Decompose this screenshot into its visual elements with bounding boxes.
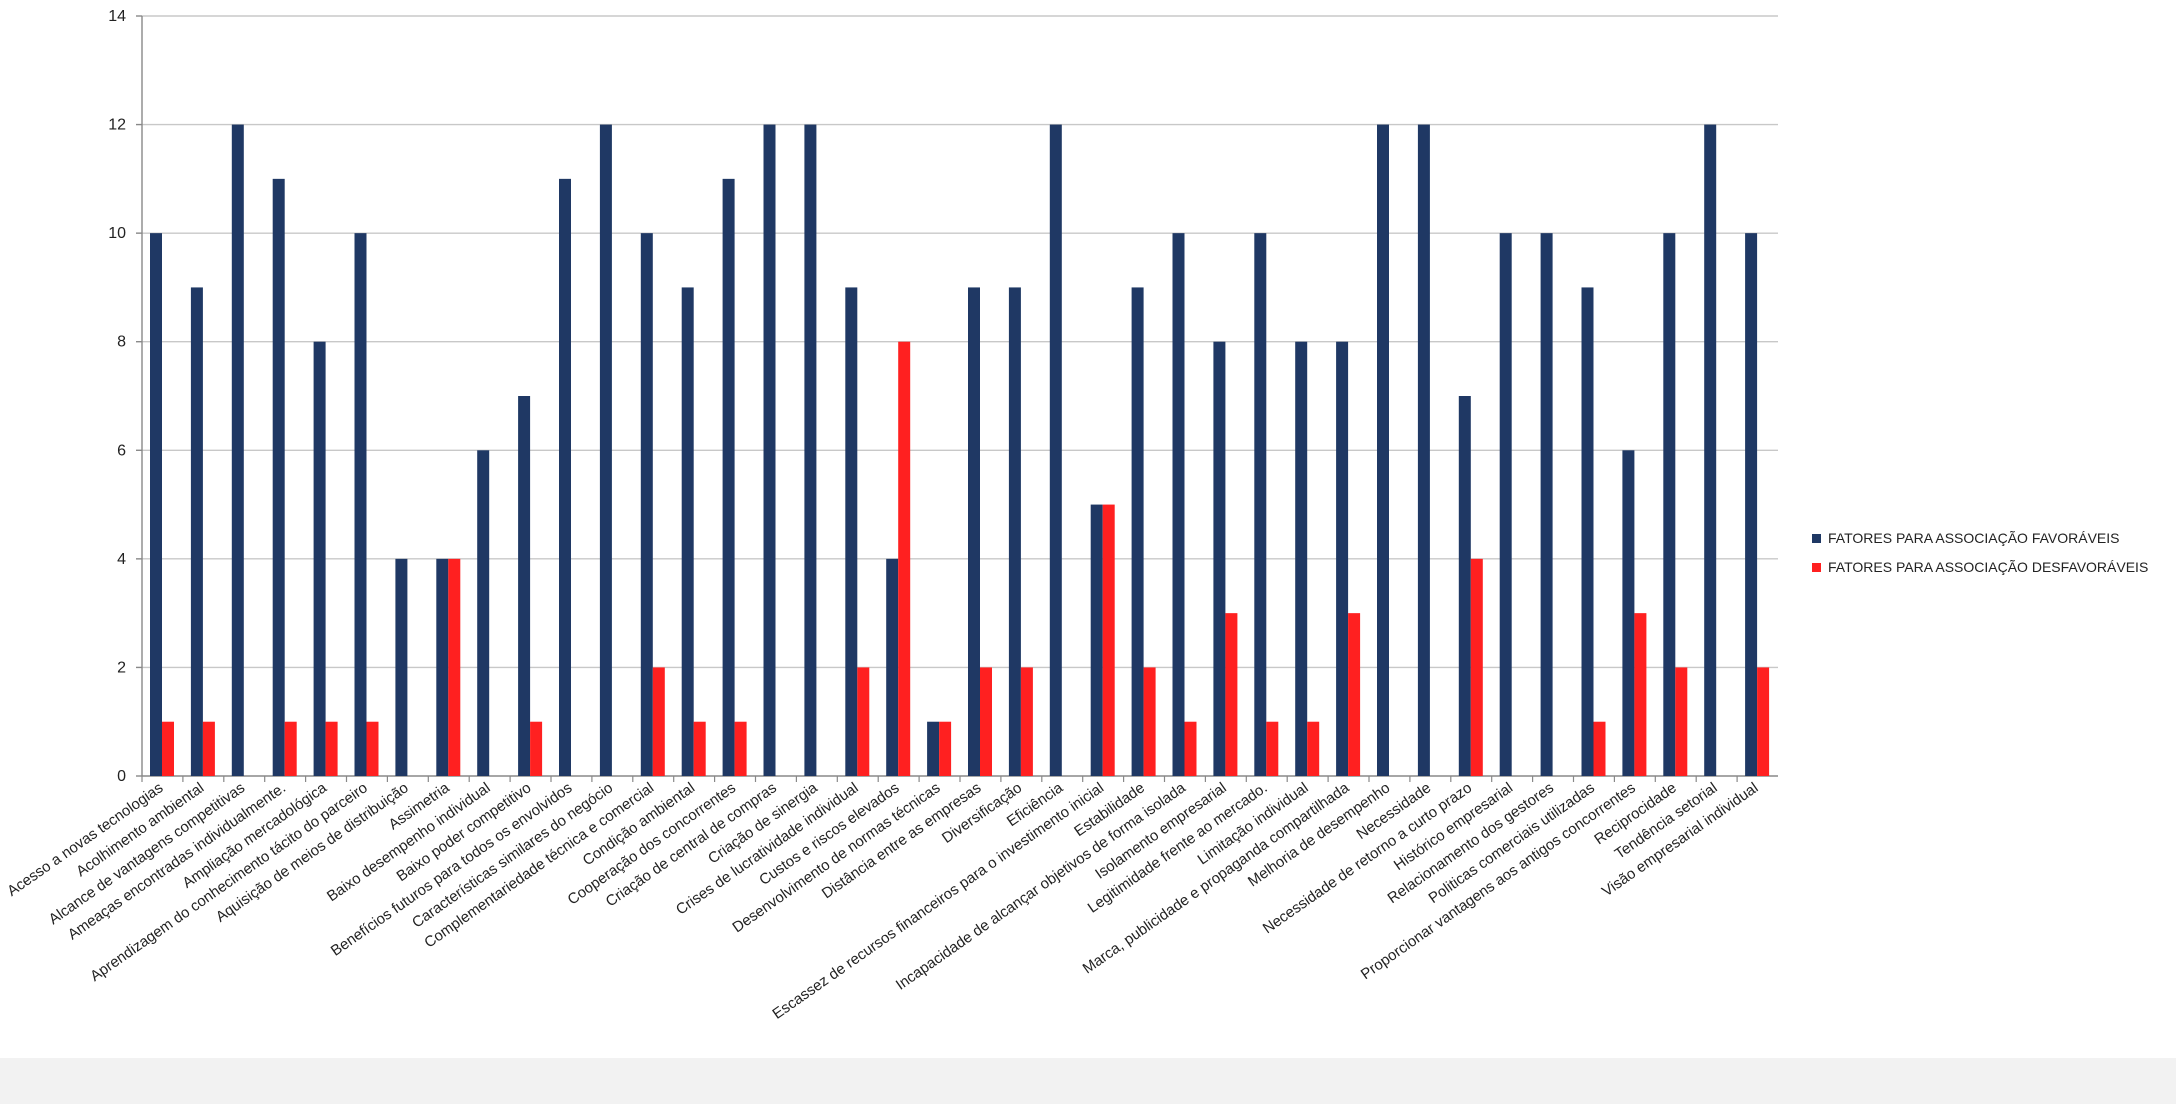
bar-favoraveis (804, 124, 817, 777)
bar-desfavoraveis (448, 558, 461, 776)
bar-desfavoraveis (530, 721, 543, 776)
bar-favoraveis (313, 341, 326, 776)
bar-favoraveis (1581, 287, 1594, 776)
bar-favoraveis (886, 558, 899, 776)
bar-desfavoraveis (1020, 667, 1033, 776)
bar-desfavoraveis (1143, 667, 1156, 776)
bar-favoraveis (927, 721, 940, 776)
bar-favoraveis (518, 396, 531, 776)
bar-favoraveis (1704, 124, 1717, 777)
y-tick-label: 0 (117, 768, 126, 785)
bar-favoraveis (1540, 233, 1553, 777)
bar-desfavoraveis (1675, 667, 1688, 776)
bar-desfavoraveis (1593, 721, 1606, 776)
bar-favoraveis (1008, 287, 1021, 776)
bottom-strip (0, 1058, 2176, 1104)
gridlines (142, 15, 1778, 777)
y-tick-label: 2 (117, 659, 126, 676)
y-tick-label: 14 (108, 8, 126, 25)
legend-swatch-favoraveis (1812, 534, 1821, 543)
bar-favoraveis (1049, 124, 1062, 777)
y-tick-label: 4 (117, 551, 126, 568)
bar-favoraveis (150, 233, 162, 777)
bar-favoraveis (1663, 233, 1676, 777)
bar-favoraveis (436, 558, 449, 776)
bar-favoraveis (1377, 124, 1389, 777)
bar-favoraveis (1622, 450, 1635, 776)
legend-label-desfavoraveis: FATORES PARA ASSOCIAÇÃO DESFAVORÁVEIS (1828, 559, 2148, 575)
bar-desfavoraveis (1348, 613, 1361, 776)
bar-desfavoraveis (202, 721, 215, 776)
bar-desfavoraveis (284, 721, 297, 776)
bar-favoraveis (1090, 504, 1103, 776)
bar-favoraveis (722, 178, 735, 776)
y-tick-label: 8 (117, 334, 126, 351)
bar-favoraveis (640, 233, 653, 777)
bar-favoraveis (559, 178, 571, 776)
bar-favoraveis (1172, 233, 1185, 777)
bar-favoraveis (1745, 233, 1758, 777)
legend-swatch-desfavoraveis (1812, 563, 1821, 572)
bar-desfavoraveis (652, 667, 665, 776)
bar-favoraveis (231, 124, 244, 777)
legend: FATORES PARA ASSOCIAÇÃO FAVORÁVEIS FATOR… (1812, 530, 2148, 575)
bar-favoraveis (968, 287, 980, 776)
legend-label-favoraveis: FATORES PARA ASSOCIAÇÃO FAVORÁVEIS (1828, 530, 2120, 546)
bar-desfavoraveis (366, 721, 379, 776)
bar-favoraveis (1499, 233, 1512, 777)
bar-desfavoraveis (1307, 721, 1320, 776)
bar-desfavoraveis (898, 341, 911, 776)
bar-favoraveis (1336, 341, 1349, 776)
bar-desfavoraveis (734, 721, 747, 776)
bar-favoraveis (1295, 341, 1308, 776)
bar-favoraveis (1458, 396, 1471, 776)
bar-favoraveis (763, 124, 776, 777)
bar-favoraveis (477, 450, 490, 776)
bar-favoraveis (681, 287, 694, 776)
bar-desfavoraveis (1266, 721, 1279, 776)
bar-desfavoraveis (1634, 613, 1647, 776)
bar-favoraveis (1213, 341, 1226, 776)
bar-desfavoraveis (980, 667, 992, 776)
bar-desfavoraveis (1470, 558, 1483, 776)
bar-favoraveis (395, 558, 408, 776)
bar-desfavoraveis (939, 721, 952, 776)
y-tick-label: 10 (108, 225, 126, 242)
y-axis: 0 2 4 6 8 10 12 14 (108, 8, 143, 785)
y-tick-label: 6 (117, 442, 126, 459)
bar-desfavoraveis (325, 721, 338, 776)
bar-favoraveis (599, 124, 612, 777)
bar-favoraveis (1417, 124, 1430, 777)
bar-desfavoraveis (857, 667, 870, 776)
bar-favoraveis (1254, 233, 1267, 777)
bar-desfavoraveis (1757, 667, 1770, 776)
bar-favoraveis (272, 178, 285, 776)
bar-favoraveis (190, 287, 203, 776)
bar-desfavoraveis (693, 721, 706, 776)
bar-favoraveis (845, 287, 858, 776)
y-tick-label: 12 (108, 117, 126, 134)
bar-desfavoraveis (1102, 504, 1115, 776)
bars (150, 124, 1770, 777)
bar-favoraveis (354, 233, 367, 777)
bar-desfavoraveis (1184, 721, 1197, 776)
bar-desfavoraveis (1225, 613, 1238, 776)
bar-favoraveis (1131, 287, 1144, 776)
bar-desfavoraveis (162, 721, 174, 776)
